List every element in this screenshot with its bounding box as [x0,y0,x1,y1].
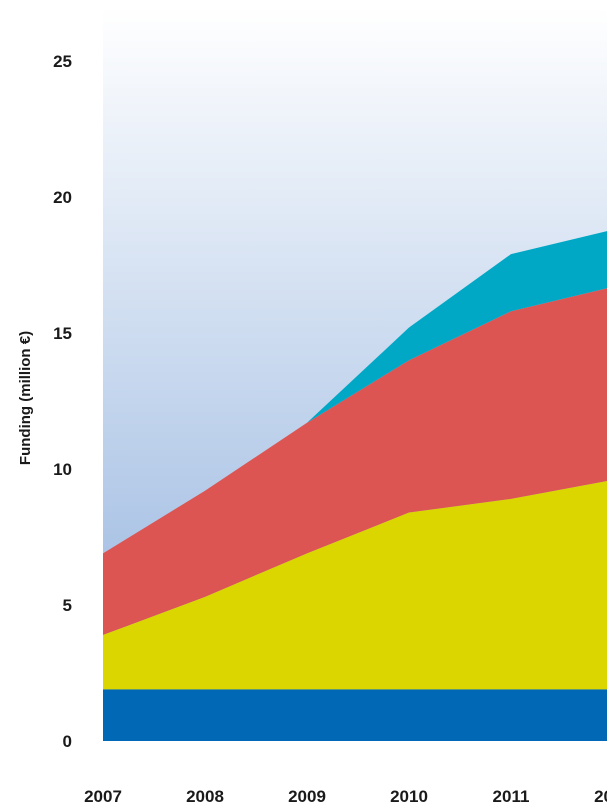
y-tick-label: 20 [53,188,72,207]
y-tick-label: 15 [53,324,72,343]
area-series-4 [103,231,607,554]
y-tick-label: 5 [63,596,72,615]
y-axis-title: Funding (million €) [17,331,34,465]
y-tick-label: 0 [63,732,72,751]
area-layers [103,231,607,741]
x-tick-label: 2012 [594,787,607,806]
x-tick-label: 2007 [84,787,122,806]
x-tick-label: 2011 [493,787,530,806]
x-axis-ticks: 2007 2008 2009 2010 2011 2012 [84,787,607,806]
y-axis-ticks: 0 5 10 15 20 25 [53,52,72,751]
x-tick-label: 2010 [390,787,428,806]
area-series-2 [103,481,607,690]
x-tick-label: 2009 [288,787,326,806]
y-tick-label: 10 [53,460,72,479]
area-series-3 [103,288,607,635]
area-series-1 [103,689,607,741]
y-tick-label: 25 [53,52,72,71]
x-tick-label: 2008 [186,787,224,806]
